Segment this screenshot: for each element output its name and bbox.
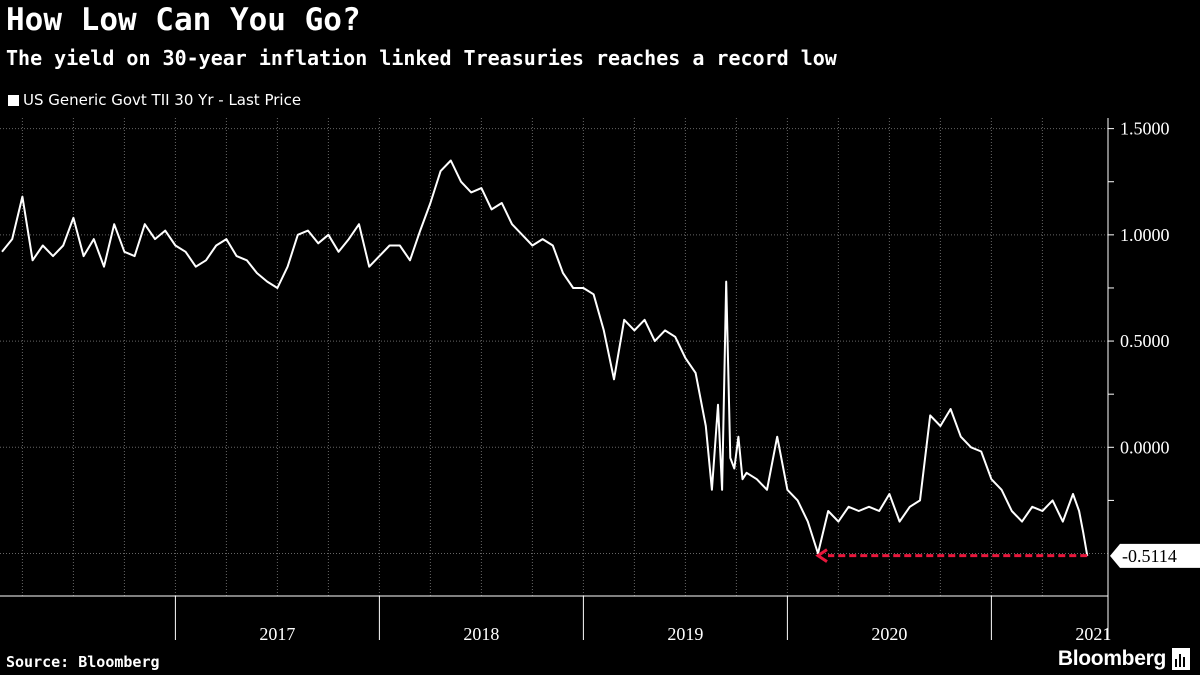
x-tick-label-2018: 2018 <box>463 624 499 644</box>
last-value-callout <box>1110 543 1200 568</box>
x-tick-label-2017: 2017 <box>259 624 295 644</box>
x-tick-label-2020: 2020 <box>871 624 907 644</box>
y-tick-label-1: 1.0000 <box>1120 225 1170 245</box>
source-note: Source: Bloomberg <box>6 653 160 671</box>
legend-swatch <box>8 94 19 106</box>
chart-title: How Low Can You Go? <box>6 2 361 38</box>
legend: US Generic Govt TII 30 Yr - Last Price <box>8 91 301 109</box>
legend-label: US Generic Govt TII 30 Yr - Last Price <box>23 91 302 109</box>
series-line <box>1 159 1089 557</box>
chart-subtitle: The yield on 30-year inflation linked Tr… <box>6 46 837 70</box>
x-tick-label-2021: 2021 <box>1075 624 1111 644</box>
y-tick-label-2: 0.5000 <box>1120 331 1170 351</box>
y-tick-label-3: 0.0000 <box>1120 437 1170 457</box>
brand: Bloomberg <box>1058 647 1190 671</box>
last-value-label: -0.5114 <box>1122 546 1177 566</box>
x-tick-label-2019: 2019 <box>667 624 703 644</box>
annotation-arrowhead <box>815 548 828 563</box>
y-tick-label-0: 1.5000 <box>1120 119 1170 139</box>
bloomberg-logo-icon <box>1172 648 1190 670</box>
brand-name: Bloomberg <box>1057 647 1166 670</box>
